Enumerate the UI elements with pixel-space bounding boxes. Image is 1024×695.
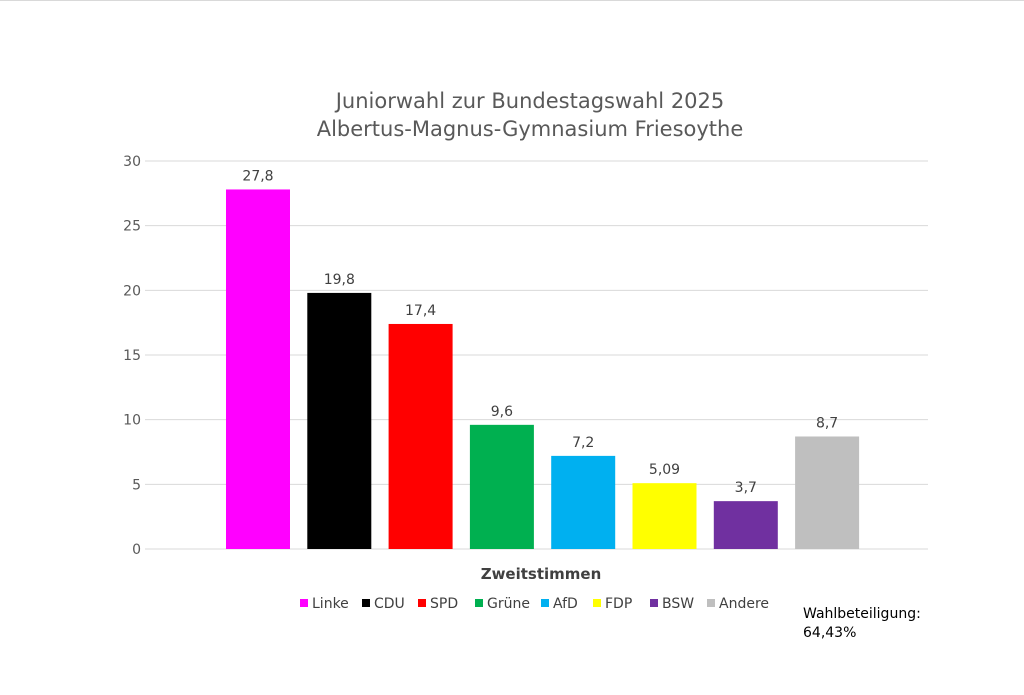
data-label: 19,8	[324, 272, 355, 288]
bar-fdp	[632, 483, 697, 549]
bar-bsw	[713, 501, 778, 549]
legend-entry: BSW	[662, 596, 694, 612]
y-tick-label: 5	[132, 477, 141, 493]
legend-swatch	[475, 599, 483, 607]
y-tick-label: 25	[123, 219, 141, 235]
legend-swatch	[362, 599, 370, 607]
data-label: 7,2	[572, 435, 594, 451]
chart-subtitle: Albertus-Magnus-Gymnasium Friesoythe	[316, 117, 744, 141]
bar-andere	[795, 436, 860, 549]
turnout-value: 64,43%	[803, 625, 857, 641]
y-tick-label: 10	[123, 413, 141, 429]
legend-swatch	[300, 599, 308, 607]
data-label: 17,4	[405, 303, 436, 319]
legend-swatch	[593, 599, 601, 607]
bar-afd	[551, 455, 616, 549]
legend-swatch	[707, 599, 715, 607]
bar-linke	[226, 189, 290, 549]
data-label: 27,8	[242, 168, 273, 184]
y-tick-label: 20	[123, 283, 141, 299]
chart-title: Juniorwahl zur Bundestagswahl 2025	[335, 89, 725, 113]
legend-entry: Andere	[719, 596, 769, 612]
data-label: 3,7	[735, 480, 757, 496]
y-tick-label: 0	[132, 542, 141, 558]
x-axis-title: Zweitstimmen	[481, 565, 602, 583]
turnout-note: Wahlbeteiligung: 64,43%	[803, 605, 921, 643]
legend-entry: Linke	[312, 596, 349, 612]
bar-cdu	[307, 292, 372, 549]
y-tick-label: 15	[123, 348, 141, 364]
legend-swatch	[541, 599, 549, 607]
data-label: 9,6	[491, 404, 513, 420]
legend-entry: AfD	[553, 596, 578, 612]
turnout-label: Wahlbeteiligung:	[803, 606, 921, 622]
data-label: 8,7	[816, 415, 838, 431]
y-tick-label: 30	[123, 154, 141, 170]
legend-swatch	[418, 599, 426, 607]
legend-entry: FDP	[605, 596, 632, 612]
bar-spd	[388, 323, 453, 549]
legend-swatch	[650, 599, 658, 607]
data-label: 5,09	[649, 462, 680, 478]
legend-entry: Grüne	[487, 596, 530, 612]
legend-entry: CDU	[374, 596, 405, 612]
legend-entry: SPD	[430, 596, 458, 612]
bar-grüne	[469, 424, 534, 549]
